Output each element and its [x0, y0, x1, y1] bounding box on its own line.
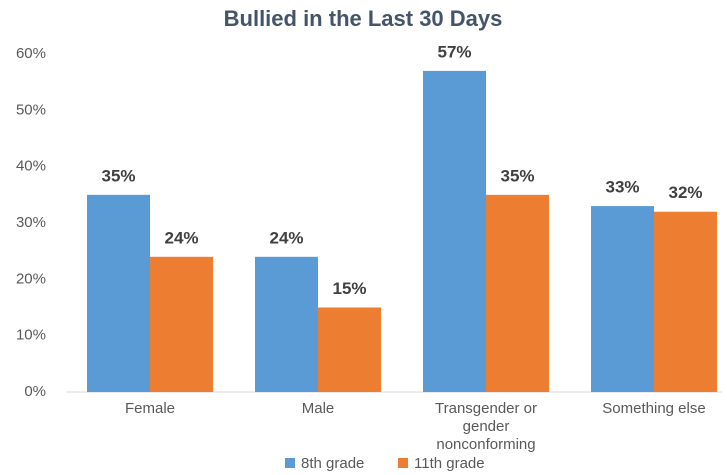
y-tick-label: 50% [16, 101, 46, 118]
bar [423, 70, 486, 393]
legend-label: 8th grade [301, 455, 364, 472]
chart-title: Bullied in the Last 30 Days [224, 6, 503, 31]
legend-swatch [398, 458, 408, 468]
bar [87, 194, 150, 392]
data-label: 15% [332, 279, 366, 298]
legend-label: 11th grade [414, 455, 485, 472]
data-label: 32% [668, 183, 702, 202]
legend-swatch [285, 458, 295, 468]
data-label: 33% [605, 178, 639, 197]
bar [654, 211, 717, 392]
y-tick-label: 30% [16, 214, 46, 231]
bar [486, 194, 549, 392]
x-tick-label: Male [301, 400, 335, 417]
bar [318, 307, 381, 392]
data-label: 24% [164, 228, 198, 247]
data-label: 35% [101, 166, 135, 185]
y-tick-label: 40% [16, 158, 46, 175]
data-label: 24% [269, 228, 303, 247]
x-tick-label: Something else [602, 400, 706, 417]
data-label: 57% [437, 42, 471, 61]
x-tick-label: Female [124, 400, 176, 417]
y-tick-label: 0% [24, 383, 46, 400]
bar [591, 206, 654, 392]
bar [150, 256, 213, 392]
y-tick-label: 20% [16, 270, 46, 287]
y-tick-label: 10% [16, 327, 46, 344]
y-tick-label: 60% [16, 45, 46, 62]
bar [255, 256, 318, 392]
x-tick-label: Transgender or gender nonconforming [435, 400, 537, 453]
data-label: 35% [500, 166, 534, 185]
